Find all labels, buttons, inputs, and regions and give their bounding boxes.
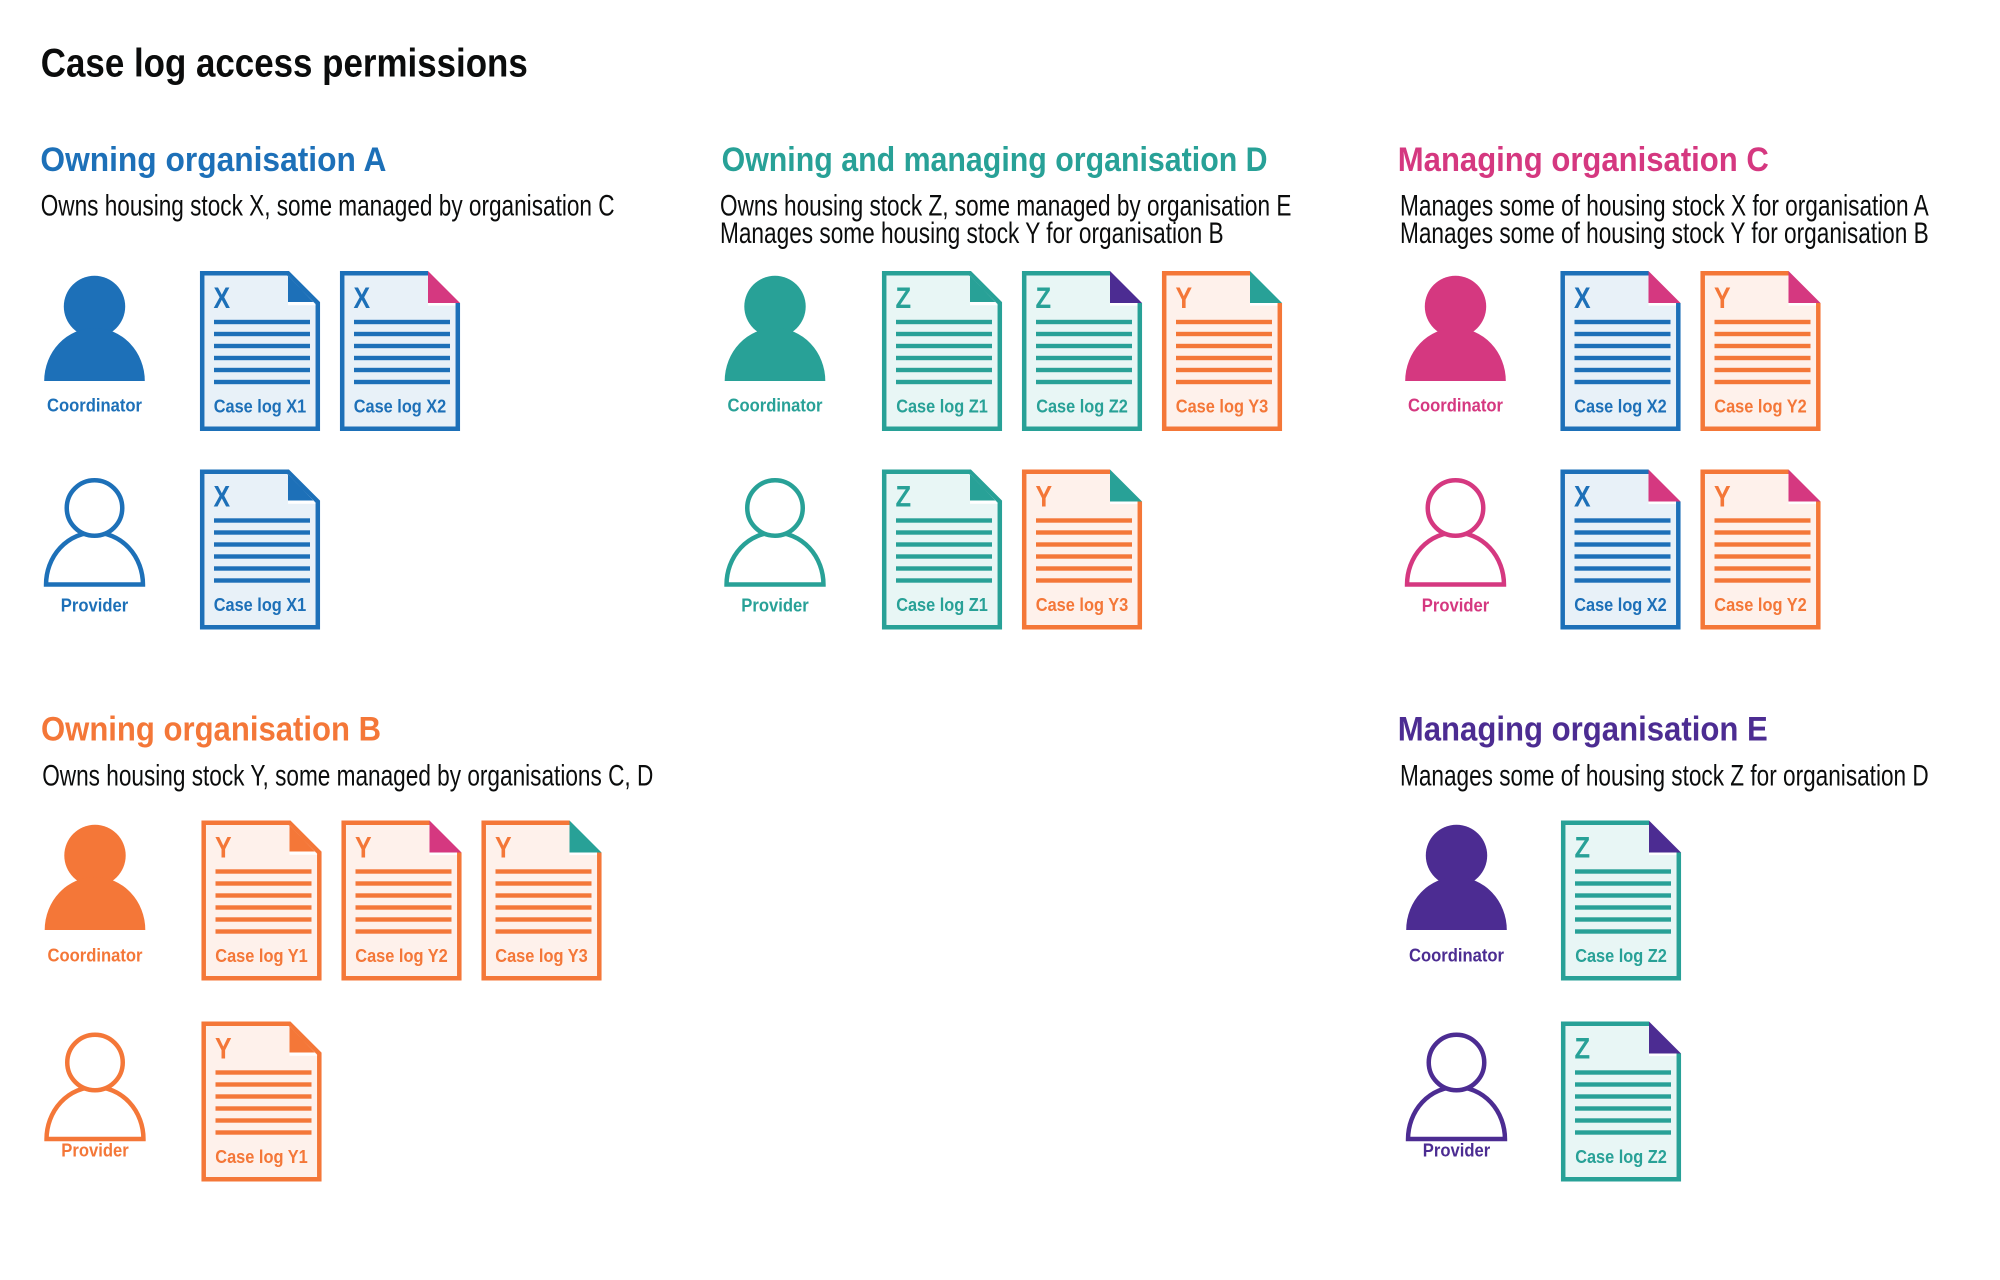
svg-text:X: X [1574,282,1591,315]
svg-text:Owns housing stock Y, some man: Owns housing stock Y, some managed by or… [42,761,653,793]
svg-text:Provider: Provider [61,1139,128,1160]
svg-text:Coordinator: Coordinator [1409,945,1504,966]
svg-text:Z: Z [896,282,912,315]
svg-text:Coordinator: Coordinator [47,395,142,416]
svg-text:Case log Y3: Case log Y3 [1176,396,1269,417]
svg-text:Case log Y1: Case log Y1 [215,1146,308,1167]
svg-text:X: X [1574,481,1591,514]
svg-text:Case log Y2: Case log Y2 [1714,594,1807,615]
svg-text:Case log X2: Case log X2 [354,396,447,417]
svg-text:Case log Z2: Case log Z2 [1575,945,1667,966]
svg-text:X: X [214,282,231,315]
svg-text:Case log Y2: Case log Y2 [355,945,448,966]
svg-text:Manages some of housing stock: Manages some of housing stock Y for orga… [1400,218,1929,250]
svg-text:Y: Y [215,1033,232,1066]
svg-text:X: X [354,282,371,315]
svg-text:Y: Y [1714,481,1731,514]
svg-text:Y: Y [355,832,372,865]
svg-text:Z: Z [896,481,912,514]
svg-text:Z: Z [1036,282,1052,315]
svg-text:Owning organisation B: Owning organisation B [41,711,381,749]
svg-text:Provider: Provider [61,595,128,616]
svg-text:Case log X2: Case log X2 [1574,396,1667,417]
svg-text:Manages some of housing stock: Manages some of housing stock Z for orga… [1400,761,1929,793]
svg-text:Case log Z1: Case log Z1 [896,396,988,417]
svg-text:Managing organisation E: Managing organisation E [1398,711,1768,749]
svg-text:Provider: Provider [741,595,808,616]
svg-text:Z: Z [1575,832,1591,865]
svg-text:Case log Z2: Case log Z2 [1575,1146,1667,1167]
svg-text:Case log X1: Case log X1 [214,594,307,615]
svg-text:X: X [214,481,231,514]
svg-text:Case log Y2: Case log Y2 [1714,396,1807,417]
svg-text:Manages some of housing stock: Manages some of housing stock X for orga… [1400,191,1929,223]
svg-text:Case log X1: Case log X1 [214,396,307,417]
svg-text:Case log Z1: Case log Z1 [896,594,988,615]
svg-text:Provider: Provider [1423,1139,1490,1160]
svg-text:Y: Y [495,832,512,865]
svg-text:Provider: Provider [1422,595,1489,616]
svg-text:Coordinator: Coordinator [48,945,143,966]
svg-text:Case log Z2: Case log Z2 [1036,396,1128,417]
svg-text:Owning organisation A: Owning organisation A [40,141,386,179]
svg-text:Case log Y3: Case log Y3 [1036,594,1129,615]
svg-text:Manages some housing stock Y f: Manages some housing stock Y for organis… [720,218,1224,250]
svg-text:Y: Y [215,832,232,865]
svg-text:Y: Y [1176,282,1193,315]
svg-text:Coordinator: Coordinator [728,395,823,416]
svg-text:Case log access permissions: Case log access permissions [41,41,528,85]
svg-text:Case log Y3: Case log Y3 [495,945,588,966]
svg-text:Case log Y1: Case log Y1 [215,945,308,966]
svg-text:Y: Y [1036,481,1053,514]
svg-text:Managing organisation C: Managing organisation C [1398,141,1769,179]
svg-text:Owns housing stock X, some man: Owns housing stock X, some managed by or… [41,191,615,223]
svg-text:Coordinator: Coordinator [1408,395,1503,416]
svg-text:Owning and managing organisati: Owning and managing organisation D [722,141,1268,179]
svg-text:Y: Y [1714,282,1731,315]
svg-text:Case log X2: Case log X2 [1574,594,1667,615]
svg-text:Owns housing stock Z, some man: Owns housing stock Z, some managed by or… [720,191,1291,223]
svg-text:Z: Z [1575,1033,1591,1066]
